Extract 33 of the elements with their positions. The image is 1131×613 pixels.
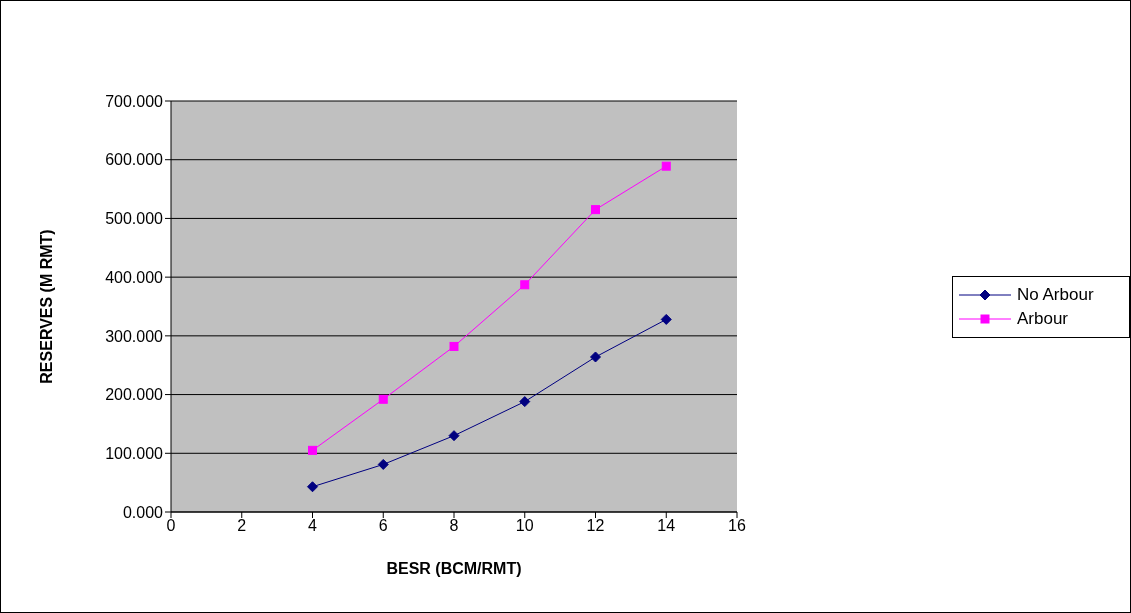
point xyxy=(307,481,318,493)
y-tick-label: 500.000 xyxy=(105,210,164,228)
x-tick-label: 12 xyxy=(586,517,605,535)
point xyxy=(590,351,601,363)
x-tick-label: 16 xyxy=(728,517,746,535)
y-tick-label: 200.000 xyxy=(105,386,164,404)
point xyxy=(660,313,672,325)
y-tick-label: 300.000 xyxy=(105,327,164,345)
y-tick-label: 100.000 xyxy=(105,444,164,462)
y-tick-label: 600.000 xyxy=(105,151,164,169)
legend-label: Arbour xyxy=(1017,308,1069,329)
point xyxy=(448,430,460,442)
point xyxy=(377,458,389,470)
point xyxy=(308,445,317,455)
point xyxy=(520,280,530,290)
x-tick-label: 2 xyxy=(237,517,247,535)
point xyxy=(449,341,459,351)
y-tick-label: 700.000 xyxy=(105,92,164,110)
legend-label: No Arbour xyxy=(1017,284,1094,305)
x-tick-label: 10 xyxy=(515,517,534,535)
point xyxy=(661,161,671,171)
point xyxy=(591,205,600,215)
y-axis-title: RESERVES (M RMT) xyxy=(37,229,55,384)
y-tick-label: 0.000 xyxy=(122,503,164,521)
x-tick-label: 8 xyxy=(449,517,459,535)
x-tick-label: 0 xyxy=(166,517,176,535)
x-tick-label: 14 xyxy=(657,517,676,535)
point xyxy=(519,396,531,408)
y-tick-label: 400.000 xyxy=(105,268,164,286)
x-tick-label: 6 xyxy=(378,517,388,535)
x-axis-title: BESR (BCM/RMT) xyxy=(386,560,522,577)
x-tick-label: 4 xyxy=(308,517,318,535)
point xyxy=(378,394,388,404)
